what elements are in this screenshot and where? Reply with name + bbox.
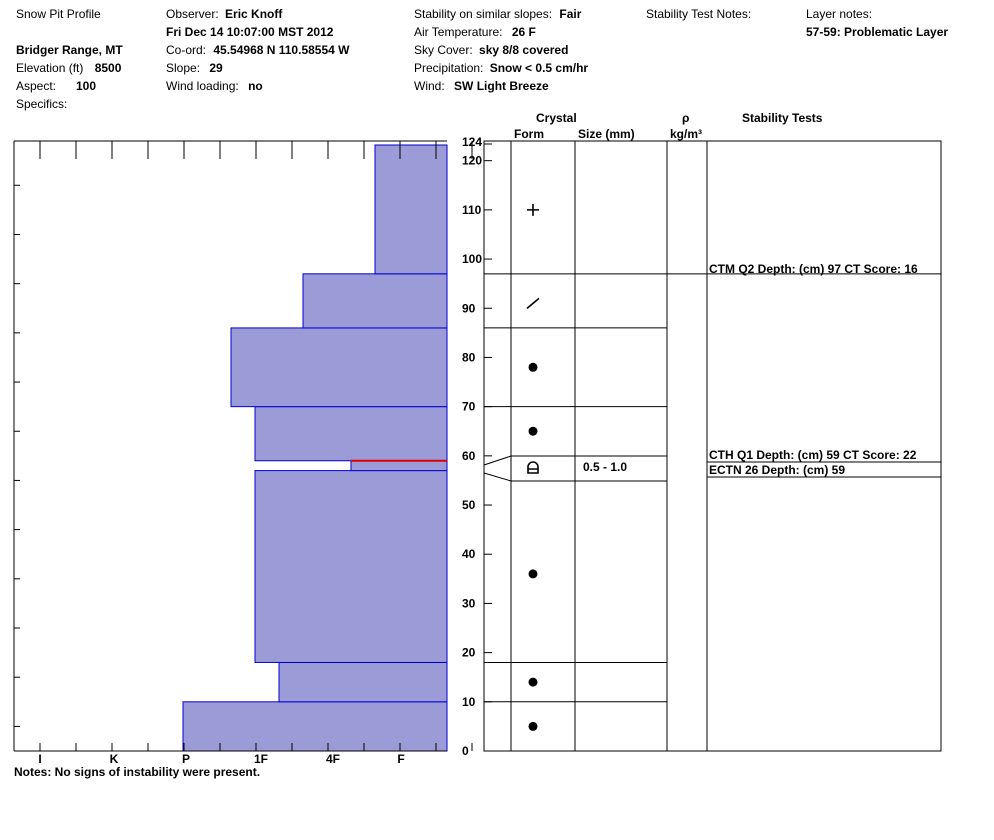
stability-value: Fair [559, 7, 582, 21]
layer-boundary-59 [483, 455, 667, 466]
hardness-bar-4 [254, 406, 448, 462]
sky-row: Sky Cover: sky 8/8 covered [414, 43, 568, 57]
observer-row: Observer: Eric Knoff [166, 7, 282, 21]
wind-loading-label: Wind loading: [166, 79, 239, 93]
depth-label-80: 80 [462, 350, 476, 364]
hardness-x-label-0: I [38, 752, 41, 766]
depth-label-120: 120 [462, 154, 482, 168]
coord-label: Co-ord: [166, 43, 207, 57]
slope-label: Slope: [166, 61, 201, 75]
depth-label-100: 100 [462, 252, 482, 266]
depth-label-110: 110 [462, 203, 482, 217]
depth-top-label: 124 [462, 135, 482, 149]
depth-label-40: 40 [462, 547, 476, 561]
sky-label: Sky Cover: [414, 43, 473, 57]
profile-notes: Notes: No signs of instability were pres… [14, 765, 261, 779]
wind-loading-value: no [248, 79, 263, 93]
depth-label-60: 60 [462, 449, 476, 463]
layer-notes-value: 57-59: Problematic Layer [806, 25, 949, 39]
depth-label-70: 70 [462, 400, 476, 414]
size-header: Size (mm) [578, 127, 635, 141]
hardness-bar-1 [278, 661, 448, 703]
hardness-bar-6 [302, 273, 448, 329]
aspect-value: 100 [76, 79, 97, 93]
stability-test-label-1: CTH Q1 Depth: (cm) 59 CT Score: 22 [709, 448, 917, 462]
elevation-value: 8500 [94, 61, 122, 75]
coord-value: 45.54968 N 110.58554 W [213, 43, 350, 57]
crystal-size-label-3: 0.5 - 1.0 [583, 460, 627, 474]
precip-row: Precipitation: Snow < 0.5 cm/hr [414, 61, 588, 75]
depth-label-20: 20 [462, 646, 476, 660]
crystal-filled-circle-icon-2 [528, 569, 538, 579]
elevation-label: Elevation (ft) [16, 61, 84, 75]
density-unit-header: kg/m³ [670, 127, 703, 141]
hardness-bar-2 [254, 470, 448, 663]
crystal-plus-icon-7 [527, 203, 539, 216]
hardness-x-label-1: K [110, 752, 119, 766]
crystal-depth-hoar-icon-3 [527, 461, 539, 474]
crystal-filled-circle-icon-4 [528, 426, 538, 436]
wind-value: SW Light Breeze [454, 79, 549, 93]
slope-value: 29 [209, 61, 223, 75]
wind-row: Wind: SW Light Breeze [414, 79, 549, 93]
depth-label-90: 90 [462, 301, 476, 315]
depth-label-50: 50 [462, 498, 476, 512]
hardness-bar-3 [350, 460, 448, 472]
hardness-bar-5 [230, 327, 448, 408]
depth-label-10: 10 [462, 695, 476, 709]
stability-tests-header: Stability Tests [742, 111, 823, 125]
crystal-filled-circle-icon-0 [528, 721, 538, 731]
location: Bridger Range, MT [16, 43, 123, 57]
stability-notes-label: Stability Test Notes: [646, 7, 752, 21]
coord-row: Co-ord: 45.54968 N 110.58554 W [166, 43, 349, 57]
air-temp-row: Air Temperature: 26 F [414, 25, 536, 39]
air-temp-label: Air Temperature: [414, 25, 503, 39]
observation-datetime: Fri Dec 14 10:07:00 MST 2012 [166, 25, 334, 39]
hardness-x-label-4: 4F [326, 752, 340, 766]
sky-value: sky 8/8 covered [479, 43, 569, 57]
stability-test-label-2: ECTN 26 Depth: (cm) 59 [709, 463, 845, 477]
air-temp-value: 26 F [511, 25, 536, 39]
form-header: Form [514, 127, 544, 141]
aspect-row: Aspect: 100 [16, 79, 96, 93]
crystal-header: Crystal [536, 111, 577, 125]
observer-value: Eric Knoff [225, 7, 283, 21]
hardness-bar-7 [374, 144, 448, 275]
precip-label: Precipitation: [414, 61, 484, 75]
hardness-bar-0 [182, 701, 448, 752]
hardness-x-label-2: P [182, 752, 190, 766]
layer-table-frame [483, 140, 942, 752]
aspect-label: Aspect: [16, 79, 57, 93]
slope-row: Slope: 29 [166, 61, 223, 75]
precip-value: Snow < 0.5 cm/hr [489, 61, 589, 75]
rho-header: ρ [682, 111, 690, 125]
crystal-slash-icon-6 [526, 297, 540, 309]
profile-title: Snow Pit Profile [16, 7, 101, 21]
layer-boundary-57 [483, 472, 667, 482]
hardness-x-label-5: F [397, 752, 404, 766]
depth-label-0: 0 [462, 744, 469, 758]
wind-loading-row: Wind loading: no [166, 79, 263, 93]
specifics-label: Specifics: [16, 97, 68, 111]
depth-label-30: 30 [462, 596, 476, 610]
crystal-filled-circle-icon-1 [528, 677, 538, 687]
stability-test-label-0: CTM Q2 Depth: (cm) 97 CT Score: 16 [709, 262, 918, 276]
elevation-row: Elevation (ft) 8500 [16, 61, 121, 75]
observer-label: Observer: [166, 7, 219, 21]
stability-row: Stability on similar slopes: Fair [414, 7, 581, 21]
crystal-filled-circle-icon-5 [528, 362, 538, 372]
wind-label: Wind: [414, 79, 445, 93]
hardness-x-label-3: 1F [254, 752, 268, 766]
stability-label: Stability on similar slopes: [414, 7, 553, 21]
layer-notes-label: Layer notes: [806, 7, 873, 21]
